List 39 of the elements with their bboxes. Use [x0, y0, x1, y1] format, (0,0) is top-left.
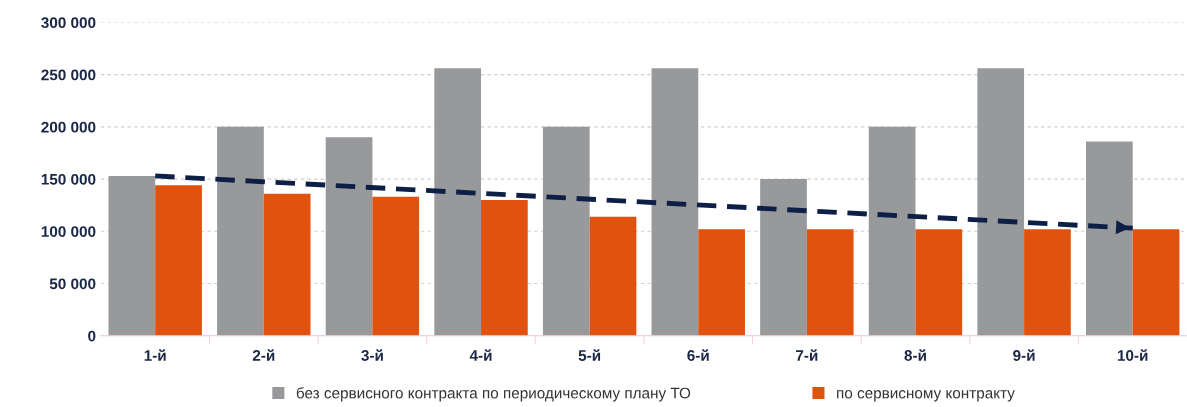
x-tick-label: 1-й — [144, 349, 166, 361]
x-tick-label: 4-й — [469, 349, 492, 361]
bar — [372, 196, 420, 336]
y-tick-label: 300 000 — [41, 17, 96, 29]
bar — [434, 68, 482, 336]
bar — [542, 126, 590, 336]
bar — [1024, 229, 1071, 336]
bar — [977, 68, 1025, 336]
y-tick-label: 0 — [88, 330, 96, 342]
x-tick-label: 9-й — [1013, 349, 1035, 361]
bar — [217, 126, 264, 336]
bar — [698, 229, 745, 336]
x-tick-label: 5-й — [578, 349, 601, 361]
bar — [589, 216, 637, 336]
bar — [263, 193, 311, 336]
y-tick-label: 50 000 — [49, 278, 96, 290]
x-tick-label: 2-й — [252, 349, 275, 361]
bar — [325, 137, 373, 336]
bar — [806, 229, 854, 336]
bar — [155, 185, 202, 336]
x-tick-label: 6-й — [687, 349, 709, 361]
bar — [1132, 229, 1180, 336]
bar — [868, 126, 916, 336]
y-tick-label: 150 000 — [41, 173, 96, 185]
x-tick-label: 3-й — [361, 349, 383, 361]
bar — [481, 199, 528, 336]
y-tick-label: 250 000 — [41, 69, 96, 81]
y-tick-label: 200 000 — [41, 121, 96, 133]
bar — [760, 179, 807, 336]
bar — [1085, 141, 1133, 336]
x-tick-label: 7-й — [796, 349, 818, 361]
legend-label: по сервисному контракту — [837, 390, 1015, 402]
x-tick-label: 8-й — [904, 349, 926, 361]
legend-label: без сервисного контракта по периодическому плану ТО — [296, 387, 691, 402]
y-tick-label: 100 000 — [41, 226, 96, 237]
bar — [651, 68, 699, 336]
bar — [915, 229, 963, 336]
bar — [108, 175, 156, 336]
x-tick-label: 10-й — [1117, 349, 1148, 361]
